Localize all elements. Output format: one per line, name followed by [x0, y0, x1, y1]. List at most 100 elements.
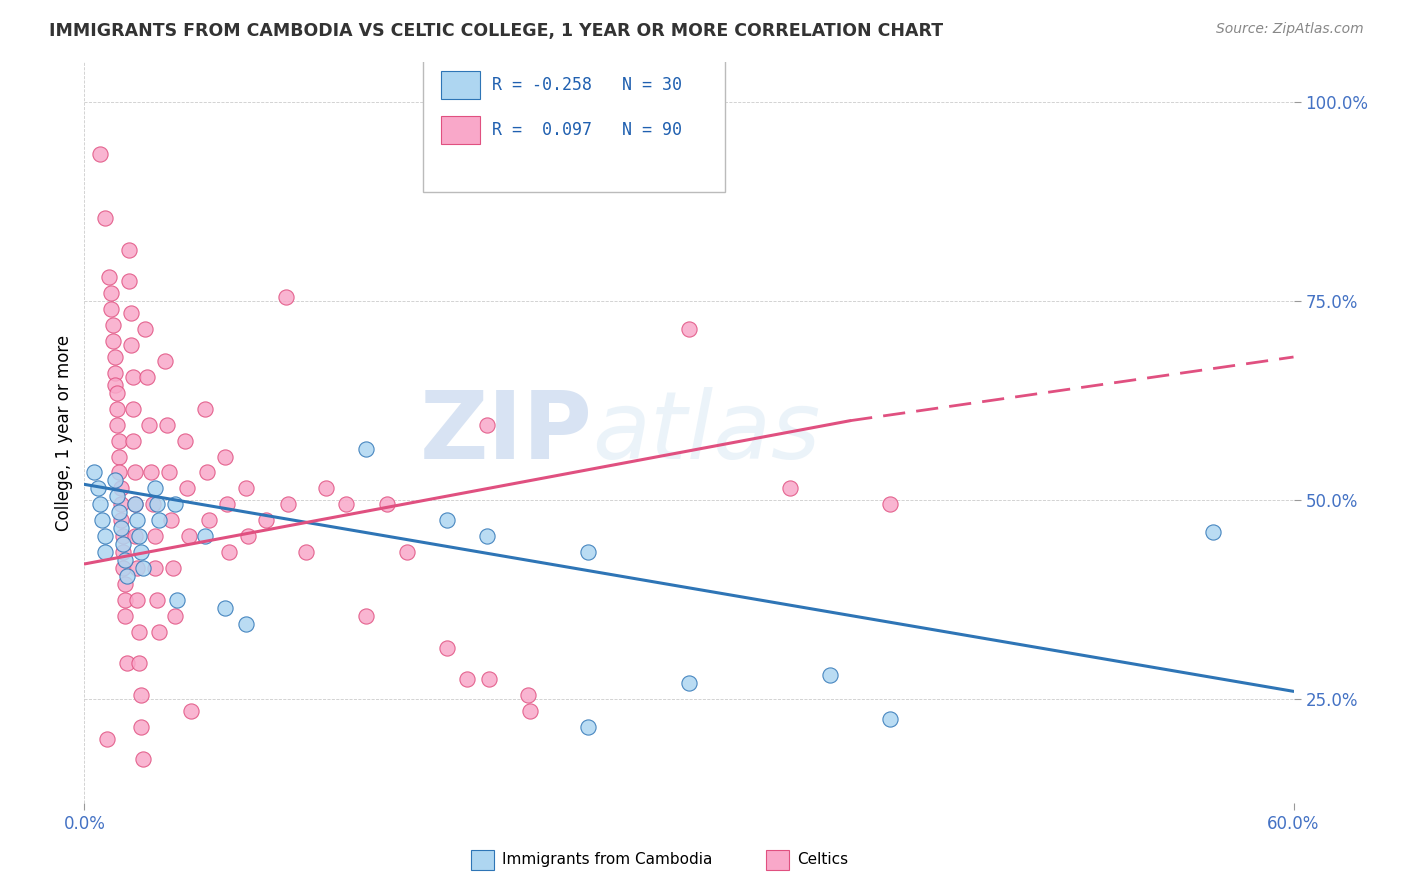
Point — [107, 450, 129, 464]
Point — [107, 505, 129, 519]
FancyBboxPatch shape — [441, 71, 479, 100]
Point — [104, 474, 127, 488]
Point — [104, 377, 127, 392]
Point — [121, 370, 143, 384]
Point — [156, 417, 179, 432]
Point — [89, 147, 111, 161]
Point — [477, 417, 499, 432]
Point — [110, 497, 132, 511]
Point — [295, 545, 318, 559]
Point — [678, 676, 700, 690]
Point — [104, 350, 127, 364]
Point — [128, 529, 150, 543]
Point — [128, 624, 150, 639]
Point — [165, 608, 187, 623]
Point — [142, 497, 165, 511]
Point — [779, 481, 801, 495]
Point — [436, 513, 458, 527]
Point — [105, 401, 128, 416]
Point — [93, 545, 115, 559]
Point — [165, 497, 187, 511]
Point — [179, 529, 201, 543]
Point — [375, 497, 398, 511]
Point — [176, 481, 198, 495]
Point — [115, 657, 138, 671]
Point — [146, 592, 169, 607]
Point — [148, 513, 170, 527]
Point — [115, 569, 138, 583]
Y-axis label: College, 1 year or more: College, 1 year or more — [55, 334, 73, 531]
Point — [120, 306, 142, 320]
Point — [218, 545, 240, 559]
Point — [166, 592, 188, 607]
Point — [456, 673, 478, 687]
Point — [576, 720, 599, 734]
Point — [129, 545, 152, 559]
Point — [114, 577, 136, 591]
Point — [274, 290, 297, 304]
Text: atlas: atlas — [592, 387, 821, 478]
Point — [128, 657, 150, 671]
Point — [214, 450, 236, 464]
Point — [101, 318, 124, 333]
Point — [139, 466, 162, 480]
Point — [96, 732, 118, 747]
Point — [277, 497, 299, 511]
Point — [138, 417, 160, 432]
Text: R =  0.097   N = 90: R = 0.097 N = 90 — [492, 120, 682, 139]
Point — [174, 434, 197, 448]
Point — [120, 338, 142, 352]
Point — [153, 354, 176, 368]
Point — [678, 322, 700, 336]
Point — [91, 513, 114, 527]
Point — [198, 513, 221, 527]
Point — [124, 466, 146, 480]
Text: ZIP: ZIP — [419, 386, 592, 479]
Point — [125, 513, 148, 527]
Point — [97, 270, 120, 285]
Point — [157, 466, 180, 480]
Point — [107, 434, 129, 448]
Point — [194, 401, 217, 416]
Point — [111, 529, 134, 543]
Point — [146, 497, 169, 511]
Point — [254, 513, 277, 527]
Point — [335, 497, 357, 511]
Point — [125, 561, 148, 575]
Point — [124, 497, 146, 511]
Point — [124, 529, 146, 543]
Point — [477, 529, 499, 543]
Point — [114, 608, 136, 623]
Point — [214, 600, 236, 615]
Point — [110, 513, 132, 527]
Point — [162, 561, 184, 575]
Point — [235, 616, 257, 631]
Point — [111, 537, 134, 551]
Point — [129, 689, 152, 703]
Point — [395, 545, 418, 559]
Point — [356, 442, 378, 456]
Point — [89, 497, 111, 511]
Point — [134, 322, 156, 336]
Point — [100, 286, 122, 301]
Point — [818, 668, 841, 682]
Point — [356, 608, 378, 623]
FancyBboxPatch shape — [441, 116, 479, 144]
Point — [519, 704, 541, 718]
Point — [516, 689, 538, 703]
Text: Source: ZipAtlas.com: Source: ZipAtlas.com — [1216, 22, 1364, 37]
Point — [129, 720, 152, 734]
Point — [195, 466, 218, 480]
Point — [101, 334, 124, 348]
Point — [315, 481, 337, 495]
Point — [576, 545, 599, 559]
Point — [879, 497, 901, 511]
Point — [111, 545, 134, 559]
Point — [143, 561, 166, 575]
Point — [114, 592, 136, 607]
Point — [879, 712, 901, 726]
Point — [478, 673, 501, 687]
Point — [217, 497, 239, 511]
Point — [105, 417, 128, 432]
Point — [110, 481, 132, 495]
